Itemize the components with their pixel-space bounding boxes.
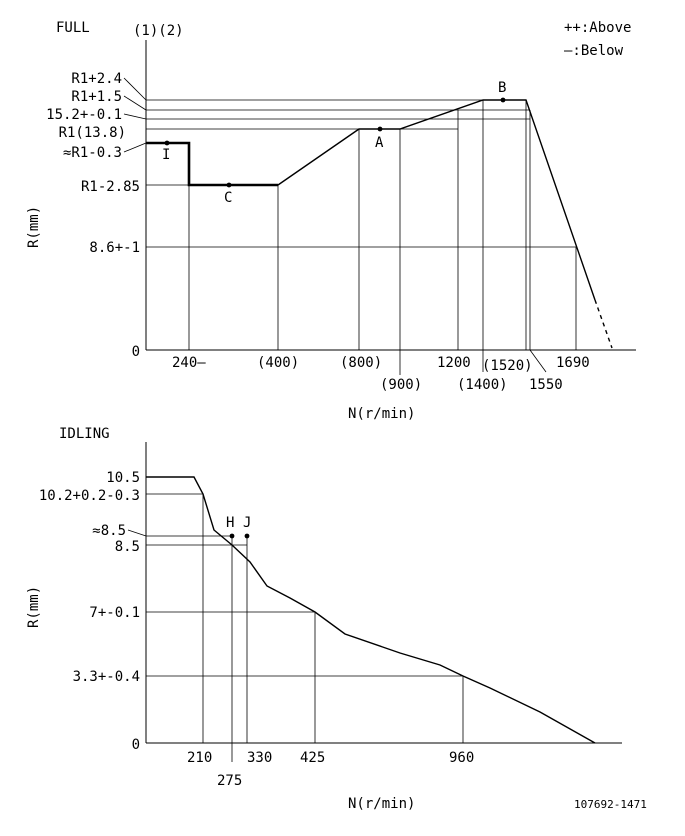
idling-y-axis-label: R(mm) (26, 586, 42, 628)
point-marker-i (164, 140, 170, 146)
point-marker-c (226, 182, 232, 188)
full-xtick-label: 1200 (437, 355, 471, 371)
full-subtitle: (1)(2) (133, 23, 184, 39)
idling-xtick-label: 425 (300, 750, 325, 766)
full-xtick-label: (1520) (482, 358, 533, 374)
idling-x-axis-label: N(r/min) (348, 796, 415, 812)
idling-leader (127, 529, 232, 537)
idling-ytick-label: 0 (132, 737, 140, 753)
full-xtick-label: 1690 (556, 355, 590, 371)
point-marker-a (377, 126, 383, 132)
idling-xtick-label: 960 (449, 750, 474, 766)
full-y-axis-label: R(mm) (26, 206, 42, 248)
full-leader (529, 349, 547, 373)
legend-above: ++:Above (564, 20, 631, 36)
full-curve (277, 99, 596, 301)
full-curve-dashed (594, 299, 613, 349)
point-label-j: J (243, 515, 251, 531)
idling-curve (146, 476, 596, 744)
full-xtick-label: (1400) (457, 377, 508, 393)
idling-ytick-label: 10.5 (106, 470, 140, 486)
full-ytick-label: 15.2+-0.1 (46, 107, 122, 123)
full-x-axis-label: N(r/min) (348, 406, 415, 422)
full-leader (123, 142, 147, 153)
idling-ytick-label: 10.2+0.2-0.3 (39, 488, 140, 504)
point-label-b: B (498, 80, 506, 96)
full-xtick-label: (800) (340, 355, 382, 371)
idling-xtick-label: 275 (217, 773, 242, 789)
full-xtick-label: (900) (380, 377, 422, 393)
full-xtick-label: 1550 (529, 377, 563, 393)
full-xtick-label: (400) (257, 355, 299, 371)
full-ytick-label: ≈R1-0.3 (63, 145, 122, 161)
full-xtick-label: 240— (172, 355, 206, 371)
point-label-c: C (224, 190, 232, 206)
point-label-h: H (226, 515, 234, 531)
idling-xtick-label: 330 (247, 750, 272, 766)
full-leader (123, 77, 147, 101)
full-chart: FULL (1)(2) ++:Above —:Below R1+2.4 R1+1… (26, 20, 636, 422)
full-leader (123, 113, 147, 120)
full-ytick-label: R1+2.4 (71, 71, 122, 87)
point-marker-h (229, 533, 235, 539)
point-label-i: I (162, 147, 170, 163)
idling-ytick-label: 8.5 (115, 539, 140, 555)
idling-xtick-label: 210 (187, 750, 212, 766)
legend-below: —:Below (564, 43, 624, 59)
full-ytick-label: R1-2.85 (81, 179, 140, 195)
point-label-a: A (375, 135, 384, 151)
document-id: 107692-1471 (574, 798, 647, 811)
idling-ytick-label: 7+-0.1 (89, 605, 140, 621)
full-ytick-label: R1(13.8) (59, 125, 126, 141)
idling-ytick-label: 3.3+-0.4 (73, 669, 140, 685)
full-ytick-label: 0 (132, 344, 140, 360)
full-title: FULL (56, 20, 90, 36)
full-ytick-label: 8.6+-1 (89, 240, 140, 256)
point-marker-j (244, 533, 250, 539)
idling-chart: IDLING 10.5 10.2+0.2-0.3 ≈8.5 8.5 7+-0.1… (26, 426, 622, 812)
full-ytick-label: R1+1.5 (71, 89, 122, 105)
point-marker-b (500, 97, 506, 103)
full-leader (123, 95, 147, 111)
idling-ytick-label: ≈8.5 (92, 523, 126, 539)
idling-title: IDLING (59, 426, 110, 442)
